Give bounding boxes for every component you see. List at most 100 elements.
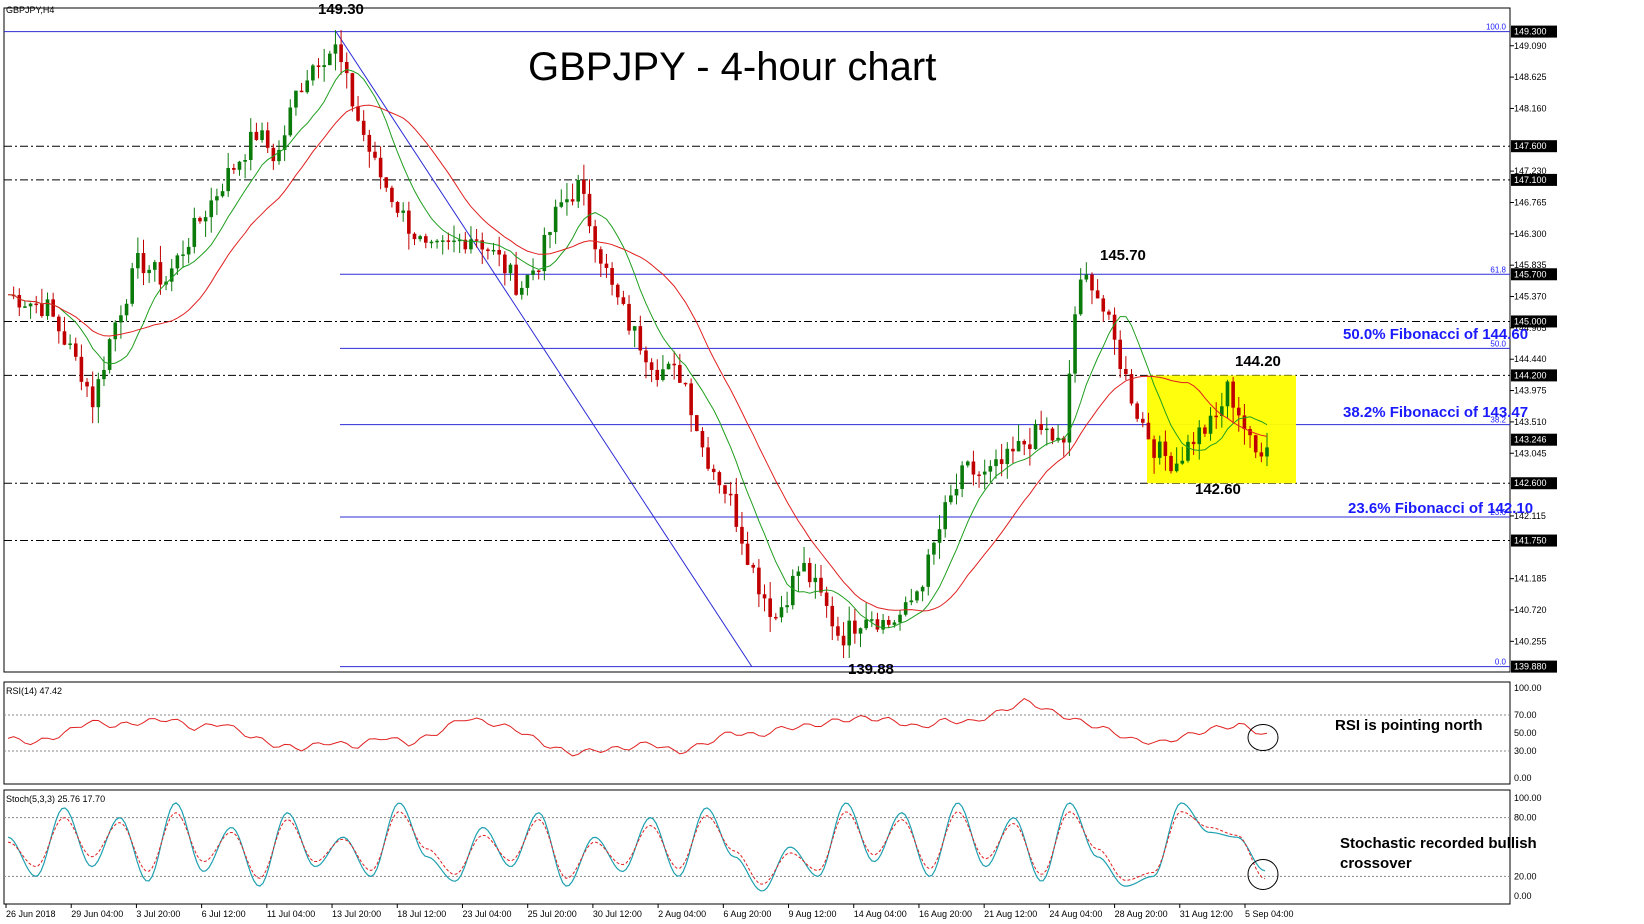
candle-body <box>796 571 801 576</box>
candle-body <box>1073 314 1077 374</box>
candle-body <box>497 249 501 255</box>
candle-body <box>85 381 89 387</box>
candle-body <box>604 263 609 268</box>
price-tick-label: 148.160 <box>1514 103 1547 113</box>
level-label: 145.000 <box>1514 316 1547 326</box>
candle-body <box>1191 441 1196 445</box>
annotation-fib50: 50.0% Fibonacci of 144.60 <box>1343 326 1528 343</box>
candle-body <box>610 267 614 285</box>
stoch-tick-label: 20.00 <box>1514 871 1537 881</box>
candle-body <box>508 264 513 274</box>
candle-body <box>649 362 654 370</box>
candle-body <box>203 217 208 222</box>
candle-body <box>294 90 298 108</box>
candle-body <box>542 234 547 272</box>
candle-body <box>136 253 140 269</box>
stoch-annotation-line2: crossover <box>1340 855 1412 872</box>
main-panel-frame <box>3 7 1511 673</box>
price-tick-label: 142.115 <box>1514 511 1546 521</box>
candle-body <box>51 299 55 317</box>
rsi-tick-label: 70.00 <box>1514 710 1537 720</box>
x-tick-label: 28 Aug 20:00 <box>1115 909 1168 919</box>
candle-body <box>977 474 981 477</box>
level-label-box <box>1511 369 1557 382</box>
candle-body <box>457 239 462 242</box>
candle-body <box>107 339 112 370</box>
candle-body <box>892 622 897 625</box>
candle-body <box>830 605 835 627</box>
candle-body <box>469 239 473 250</box>
candle-body <box>717 472 722 486</box>
candle-body <box>971 461 976 475</box>
price-tick-label: 149.090 <box>1514 41 1547 51</box>
level-label: 141.750 <box>1514 536 1547 546</box>
candle-body <box>519 287 524 295</box>
candle-body <box>1146 422 1151 440</box>
candle-body <box>943 502 947 530</box>
annotation-low: 139.88 <box>848 661 894 678</box>
x-tick-label: 3 Jul 20:00 <box>136 909 180 919</box>
candle-body <box>96 379 101 408</box>
candle-body <box>632 326 637 331</box>
candle-body <box>982 471 987 475</box>
candle-body <box>45 299 50 317</box>
candle-body <box>768 598 772 617</box>
candle-body <box>90 386 95 408</box>
candle-body <box>1039 424 1043 430</box>
candle-body <box>576 179 581 202</box>
candle-body <box>333 44 338 54</box>
x-tick-label: 29 Jun 04:00 <box>71 909 123 919</box>
candle-body <box>1253 435 1258 453</box>
candle-body <box>683 382 688 385</box>
level-label: 142.600 <box>1514 478 1547 488</box>
candle-body <box>446 240 451 242</box>
x-tick-label: 31 Aug 12:00 <box>1180 909 1233 919</box>
fib-tag: 0.0 <box>1495 658 1507 667</box>
x-tick-label: 23 Jul 04:00 <box>462 909 511 919</box>
stoch-annotation-line1: Stochastic recorded bullish <box>1340 835 1537 852</box>
candle-body <box>311 65 315 81</box>
candle-body <box>147 269 151 274</box>
candle-body <box>209 200 214 218</box>
current-price-label: 143.246 <box>1514 435 1547 445</box>
annotation-high: 149.30 <box>318 1 364 18</box>
candle-body <box>68 343 72 345</box>
stoch-tick-label: 100.00 <box>1514 793 1542 803</box>
candle-body <box>1061 437 1066 443</box>
candle-body <box>813 577 818 583</box>
candle-body <box>407 210 411 234</box>
candle-body <box>192 217 197 247</box>
candle-body <box>226 168 230 192</box>
candle-body <box>305 80 310 93</box>
x-tick-label: 5 Sep 04:00 <box>1245 909 1294 919</box>
candle-body <box>356 106 360 121</box>
level-label-box <box>1511 534 1557 547</box>
symbol-label: GBPJPY,H4 <box>6 5 54 15</box>
candle-body <box>141 253 146 274</box>
candle-body <box>661 369 665 380</box>
candle-body <box>158 262 163 285</box>
candle-body <box>175 255 180 269</box>
candle-body <box>316 65 321 68</box>
candle-body <box>965 461 970 466</box>
candle-body <box>1067 373 1072 443</box>
candle-body <box>384 177 389 188</box>
candle-body <box>373 151 377 158</box>
candle-body <box>186 246 191 255</box>
candle-body <box>582 179 586 194</box>
candle-body <box>926 554 931 587</box>
x-tick-label: 25 Jul 20:00 <box>528 909 577 919</box>
candle-body <box>1152 439 1156 458</box>
level-label-box <box>1511 25 1557 38</box>
candle-body <box>881 619 885 630</box>
candle-body <box>1050 428 1055 441</box>
candle-body <box>700 431 705 448</box>
fib-diagonal-line <box>335 31 753 667</box>
candle-body <box>1022 440 1027 445</box>
x-tick-label: 16 Aug 20:00 <box>919 909 972 919</box>
candle-body <box>824 592 829 606</box>
price-tick-label: 145.370 <box>1514 292 1547 302</box>
candle-body <box>774 616 778 619</box>
candle-body <box>898 614 902 623</box>
candle-body <box>711 468 716 473</box>
